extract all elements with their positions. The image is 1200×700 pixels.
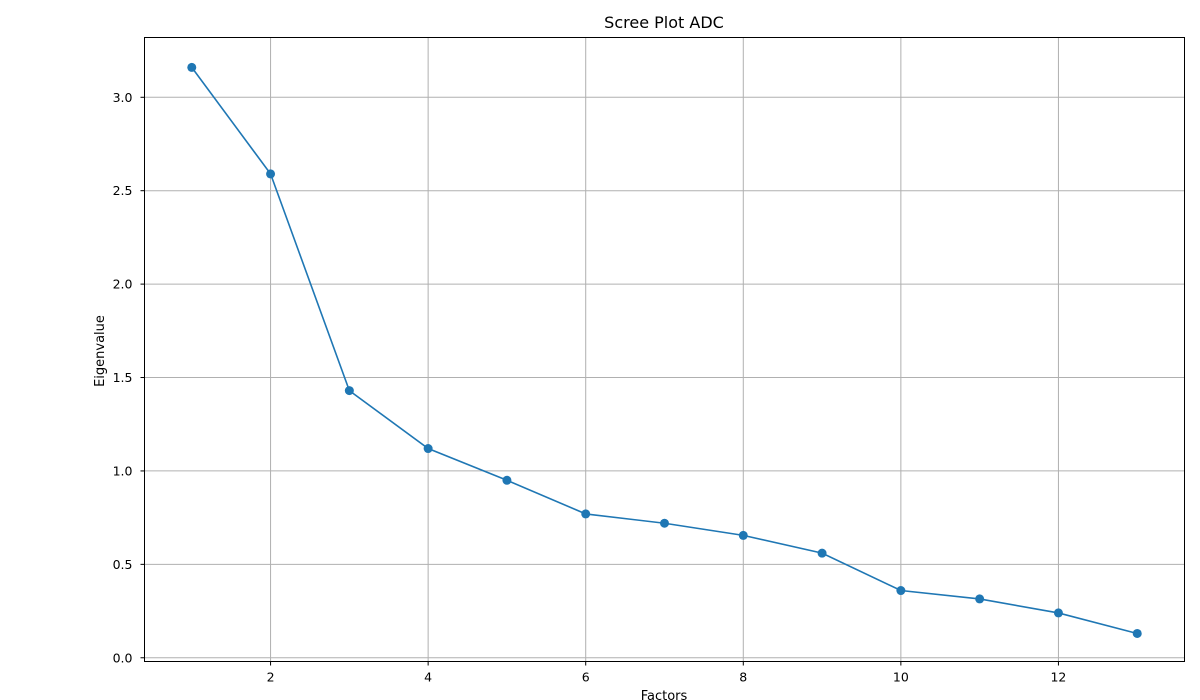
data-point xyxy=(187,62,197,72)
y-tick-label: 1.0 xyxy=(113,463,133,478)
x-tick-label: 10 xyxy=(893,670,909,685)
x-axis-label: Factors xyxy=(641,689,688,700)
data-point xyxy=(266,169,276,179)
data-point xyxy=(1053,608,1063,618)
x-tick-label: 8 xyxy=(739,670,747,685)
y-tick-label: 3.0 xyxy=(113,90,133,105)
x-tick-label: 6 xyxy=(582,670,590,685)
data-point xyxy=(423,444,433,454)
data-point xyxy=(896,586,906,596)
x-tick-label: 2 xyxy=(267,670,275,685)
chart-title: Scree Plot ADC xyxy=(604,13,724,32)
data-point xyxy=(581,509,591,519)
grid-lines xyxy=(144,37,1185,662)
data-point xyxy=(660,518,669,528)
data-point xyxy=(1132,628,1142,638)
data-point xyxy=(975,594,985,604)
series-line xyxy=(191,66,1138,635)
x-tick-label: 4 xyxy=(424,670,432,685)
y-axis-label: Eigenvalue xyxy=(93,315,108,387)
data-point xyxy=(344,386,354,396)
y-tick-label: 2.5 xyxy=(113,183,133,198)
plot-area-frame xyxy=(144,37,1185,662)
y-tick-label: 0.0 xyxy=(113,650,133,665)
axis-ticks: 2 4 6 8 10 12 0.0 0.5 1.0 1.5 2.0 2.5 3.0 xyxy=(113,90,1067,685)
x-tick-label: 12 xyxy=(1050,670,1066,685)
y-tick-label: 2.0 xyxy=(113,277,133,292)
y-tick-label: 0.5 xyxy=(113,557,133,572)
data-point xyxy=(738,530,748,540)
y-tick-label: 1.5 xyxy=(113,370,133,385)
data-series xyxy=(187,62,1142,638)
data-point xyxy=(502,475,512,485)
data-point xyxy=(817,548,827,558)
